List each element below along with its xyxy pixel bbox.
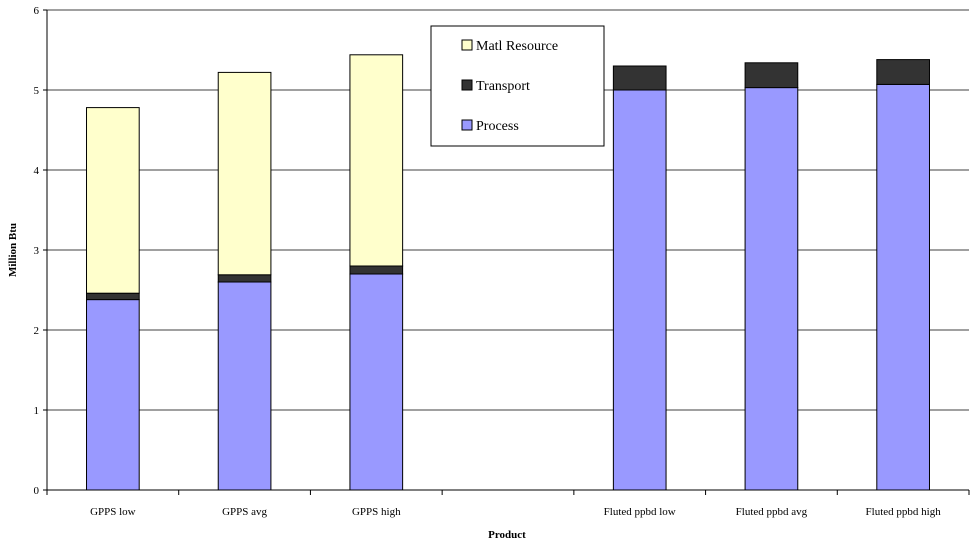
bar-segment-transport [876, 59, 930, 85]
axes [46, 10, 970, 495]
y-tick-label: 0 [34, 485, 40, 497]
y-tick-label: 5 [34, 85, 40, 97]
gridlines [43, 9, 969, 491]
bar-segment-process [612, 89, 667, 491]
x-tick-label: Fluted ppbd low [604, 506, 676, 518]
legend-box [430, 25, 605, 147]
y-tick-label: 4 [34, 165, 40, 177]
bar-segment-transport [86, 292, 140, 301]
bar-segment-process [349, 273, 404, 491]
legend-label: Transport [476, 79, 530, 94]
y-tick-labels: 0 1 2 3 4 5 6 [34, 5, 40, 497]
legend-label: Matl Resource [476, 39, 558, 54]
bar-segment-matl-resource [349, 54, 404, 267]
y-tick-label: 1 [34, 405, 40, 417]
x-tick-label: GPPS high [352, 506, 401, 518]
bar-segment-process [876, 83, 930, 491]
bar-segment-transport [217, 274, 272, 283]
y-tick-label: 6 [34, 5, 40, 17]
bars [86, 54, 930, 491]
legend-swatch [461, 119, 473, 131]
bar-segment-process [744, 87, 799, 491]
bar-segment-process [217, 281, 272, 491]
bar-segment-transport [744, 62, 799, 89]
bar-segment-matl-resource [86, 107, 140, 294]
bar-segment-transport [349, 265, 404, 275]
x-tick-label: Fluted ppbd high [866, 506, 942, 518]
x-axis-title: Product [488, 529, 526, 541]
x-tick-labels: GPPS low GPPS avg GPPS high Fluted ppbd low… [90, 506, 941, 518]
legend: Matl Resource Transport Process [430, 25, 605, 147]
x-tick-label: Fluted ppbd avg [736, 506, 808, 518]
bar-segment-transport [612, 65, 667, 91]
bar-segment-process [86, 299, 140, 491]
y-tick-label: 3 [34, 245, 40, 257]
y-axis-title: Million Btu [7, 223, 19, 277]
legend-swatch [461, 79, 473, 91]
legend-swatch [461, 39, 473, 51]
legend-label: Process [476, 119, 519, 134]
bar-segment-matl-resource [217, 71, 272, 276]
x-tick-label: GPPS low [90, 506, 136, 518]
y-tick-label: 2 [34, 325, 40, 337]
x-tick-label: GPPS avg [222, 506, 267, 518]
